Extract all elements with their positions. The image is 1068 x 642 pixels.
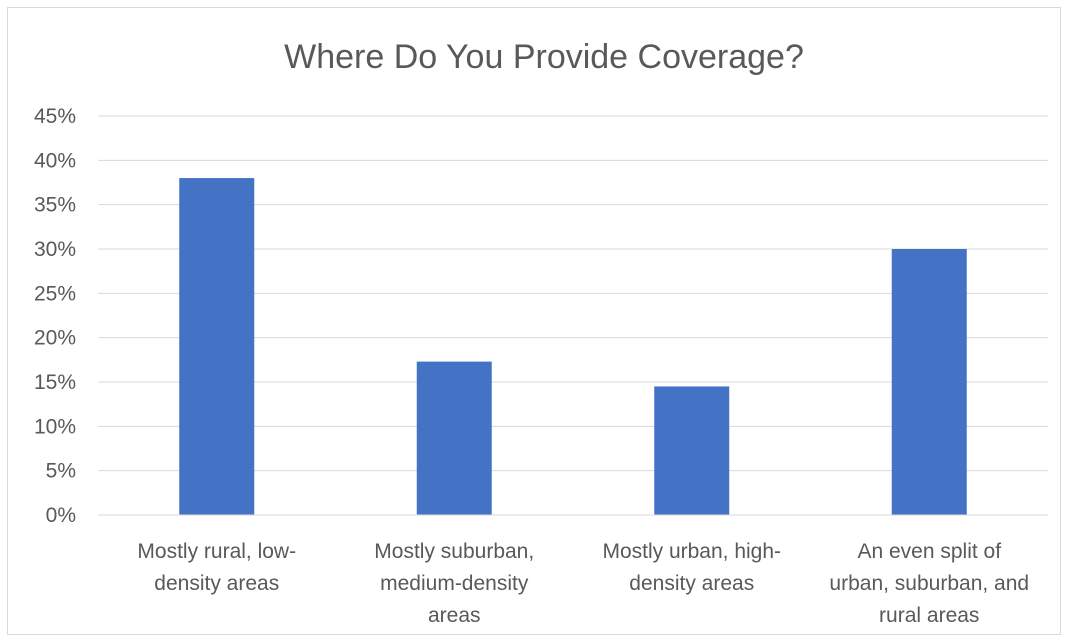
category-labels: Mostly rural, low-density areas Mostly su…: [137, 540, 1029, 627]
bars: [179, 178, 967, 516]
y-tick-label: 5%: [46, 460, 76, 483]
y-tick-label: 10%: [34, 415, 76, 438]
bar: [179, 178, 255, 516]
category-label: Mostly urban, high-density areas: [602, 540, 781, 595]
y-tick-label: 25%: [34, 282, 76, 305]
y-tick-label: 15%: [34, 371, 76, 394]
bar: [891, 249, 967, 515]
bar: [654, 386, 730, 515]
category-label: Mostly suburban, medium-density areas: [374, 540, 534, 627]
y-tick-label: 35%: [34, 194, 76, 217]
y-tick-label: 0%: [46, 504, 76, 527]
category-label: Mostly rural, low-density areas: [137, 540, 296, 595]
y-axis-tick-labels: 0% 5% 10% 15% 20% 25% 30% 35% 40% 45%: [34, 105, 76, 527]
y-tick-label: 45%: [34, 105, 76, 128]
chart-title: Where Do You Provide Coverage?: [284, 38, 804, 76]
bar: [416, 361, 492, 515]
category-label: An even split of urban, suburban, and rura…: [829, 540, 1029, 627]
y-tick-label: 30%: [34, 238, 76, 261]
gridlines: [98, 115, 1048, 472]
y-tick-label: 20%: [34, 327, 76, 350]
y-tick-label: 40%: [34, 149, 76, 172]
